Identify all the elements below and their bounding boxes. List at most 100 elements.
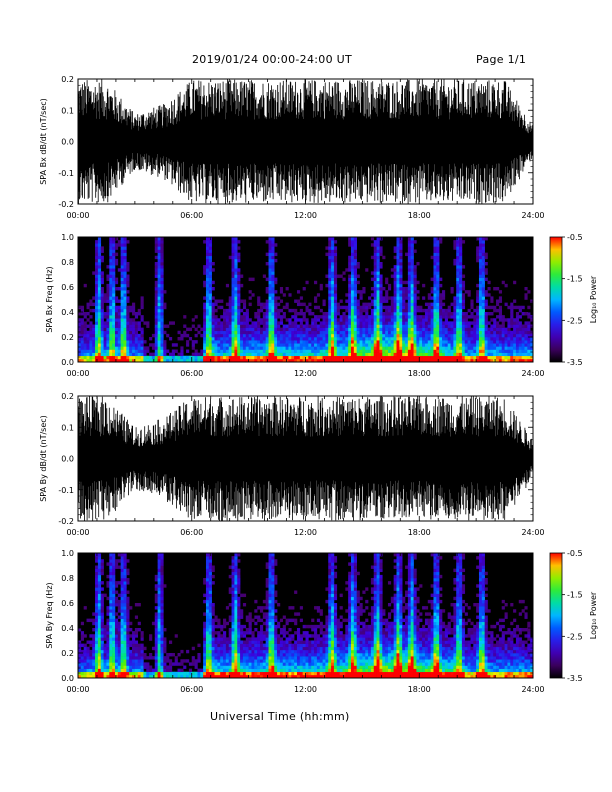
spectrogram-cell [376, 302, 380, 307]
spectrogram-cell [413, 318, 417, 322]
spectrogram-cell [114, 352, 119, 357]
spectrogram-cell [231, 665, 235, 669]
spectrogram-cell [376, 262, 380, 266]
spectrogram-cell [430, 330, 434, 335]
spectrogram-cell [154, 646, 158, 651]
spectrogram-cell [114, 287, 119, 291]
spectrogram-cell [277, 308, 281, 313]
spectrogram-cell [484, 352, 488, 357]
spectrogram-cell [490, 337, 494, 341]
spectrogram-cell [376, 333, 380, 338]
spectrogram-cell [114, 349, 119, 353]
spectrogram-cell [205, 290, 210, 294]
spectrogram-cell [140, 346, 144, 350]
spectrogram-cell [194, 333, 198, 338]
spectrogram-cell [146, 662, 150, 666]
spectrogram-cell [260, 352, 264, 357]
spectrogram-cell [382, 255, 386, 260]
spectrogram-cell [373, 318, 377, 322]
spectrogram-cell [493, 321, 497, 325]
spectrogram-cell [117, 315, 121, 319]
spectrogram-cell [123, 337, 127, 341]
spectrogram-cell [447, 340, 451, 344]
spectrogram-cell [231, 587, 235, 591]
spectrogram-cell [92, 621, 96, 626]
spectrogram-cell [487, 321, 491, 325]
spectrogram-cell [376, 305, 380, 310]
spectrogram-cell [97, 340, 102, 344]
spectrogram-cell [424, 343, 429, 347]
spectrogram-cell [387, 340, 392, 344]
spectrogram-cell [314, 333, 318, 338]
spectrogram-cell [203, 305, 207, 310]
spectrogram-cell [134, 352, 139, 357]
spectrogram-cell [413, 358, 417, 363]
spectrogram-cell [117, 599, 121, 604]
spectrogram-cell [339, 358, 343, 363]
spectrogram-cell [186, 327, 190, 332]
spectrogram-cell [97, 249, 102, 253]
spectrogram-cell [146, 674, 150, 679]
spectrogram-cell [203, 671, 207, 676]
spectrogram-cell [186, 674, 190, 679]
spectrogram-cell [424, 337, 429, 341]
spectrogram-cell [450, 337, 454, 341]
spectrogram-cell [271, 312, 275, 316]
spectrogram-cell [464, 358, 468, 363]
spectrogram-cell [416, 315, 420, 319]
spectrogram-cell [271, 262, 275, 266]
spectrogram-cell [385, 321, 389, 325]
spectrogram-cell [83, 349, 87, 353]
spectrogram-cell [154, 662, 158, 666]
spectrogram-cell [132, 343, 136, 347]
spectrogram-cell [427, 337, 431, 341]
spectrogram-cell [211, 603, 215, 607]
spectrogram-cell [112, 268, 116, 272]
spectrogram-cell [89, 358, 93, 363]
spectrogram-cell [129, 340, 133, 344]
x-tick-label: 06:00 [180, 211, 203, 220]
spectrogram-cell [143, 646, 147, 651]
spectrogram-cell [419, 352, 423, 357]
spectrogram-cell [217, 653, 221, 657]
spectrogram-cell [208, 624, 212, 629]
spectrogram-cell [274, 277, 278, 282]
spectrogram-cell [342, 337, 346, 341]
spectrogram-cell [444, 355, 448, 360]
spectrogram-cell [322, 349, 326, 353]
spectrogram-cell [407, 283, 412, 288]
spectrogram-cell [140, 305, 144, 310]
spectrogram-cell [396, 258, 400, 263]
spectrogram-cell [109, 299, 113, 303]
spectrogram-cell [328, 243, 332, 247]
spectrogram-cell [120, 258, 124, 263]
spectrogram-cell [399, 346, 403, 350]
spectrogram-cell [157, 243, 161, 247]
spectrogram-cell [373, 324, 377, 328]
spectrogram-cell [291, 333, 295, 338]
spectrogram-cell [134, 653, 139, 657]
spectrogram-cell [328, 246, 332, 250]
spectrogram-cell [277, 337, 281, 341]
spectrogram-cell [348, 333, 352, 338]
spectrogram-cell [501, 346, 505, 350]
spectrogram-cell [396, 274, 400, 278]
spectrogram-cell [112, 631, 116, 635]
spectrogram-cell [114, 252, 119, 257]
spectrogram-cell [211, 624, 215, 629]
spectrogram-cell [228, 299, 232, 303]
spectrogram-cell [277, 312, 281, 316]
spectrogram-cell [348, 302, 352, 307]
spectrogram-cell [217, 355, 221, 360]
spectrogram-cell [140, 315, 144, 319]
spectrogram-cell [515, 312, 520, 316]
spectrogram-cell [114, 668, 119, 673]
spectrogram-cell [211, 321, 215, 325]
spectrogram-cell [447, 337, 451, 341]
spectrogram-cell [453, 258, 457, 263]
spectrogram-cell [95, 305, 99, 310]
spectrogram-cell [211, 337, 215, 341]
spectrogram-cell [348, 327, 352, 332]
spectrogram-cell [228, 358, 232, 363]
spectrogram-cell [436, 349, 440, 353]
